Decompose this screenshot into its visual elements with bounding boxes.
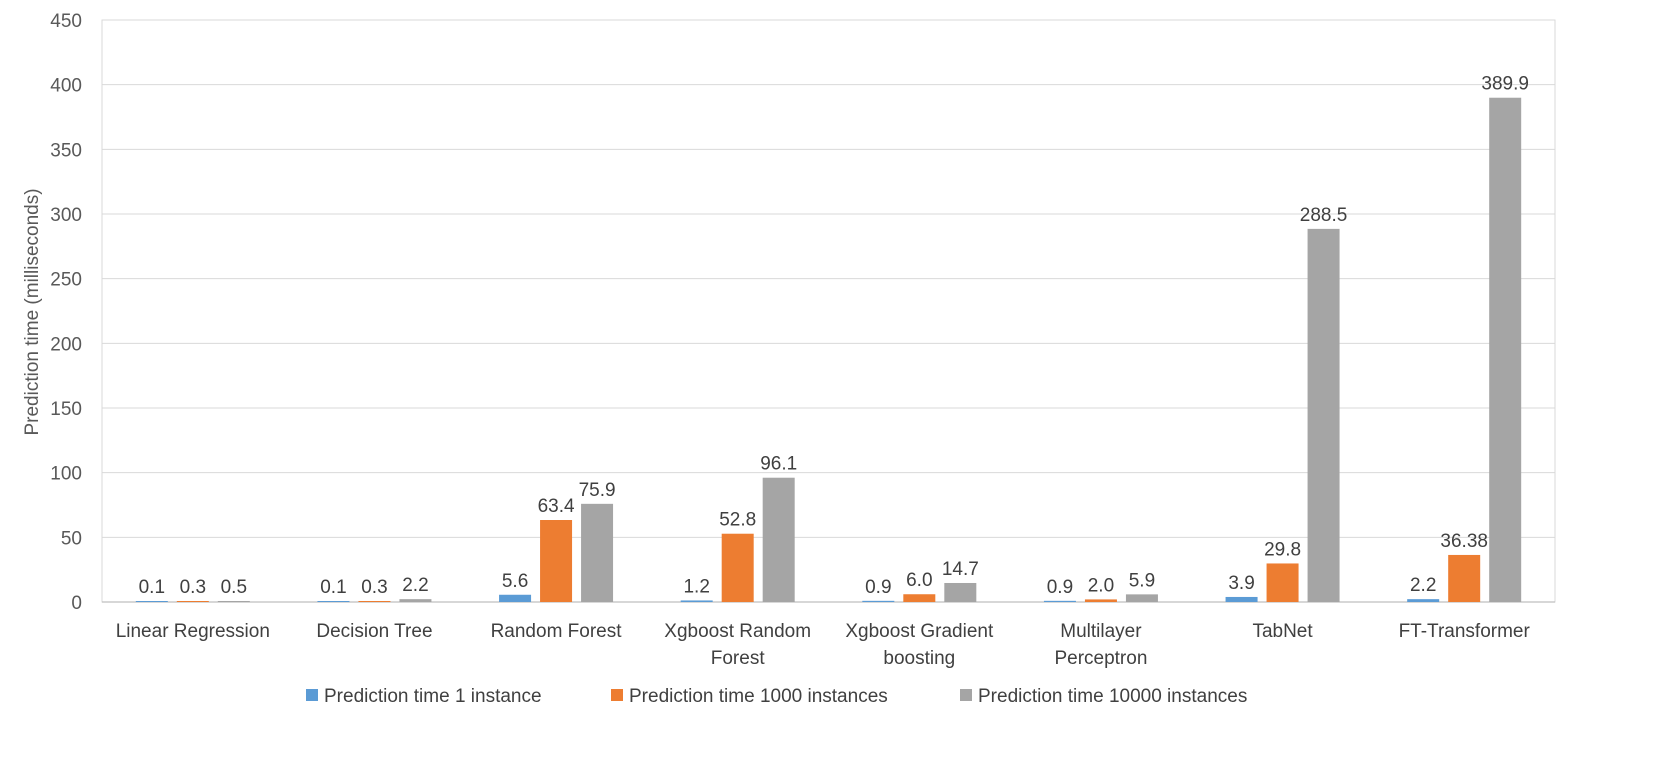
data-label-series1-8: 2.2 — [1410, 575, 1436, 596]
bar-series2-3 — [540, 520, 573, 602]
data-label-series2-1: 0.3 — [180, 577, 206, 598]
bar-series2-1 — [176, 601, 209, 602]
bar-series2-4 — [721, 533, 754, 602]
x-category-line: Xgboost Gradient — [845, 621, 994, 642]
x-category-label: Xgboost Gradient boosting — [845, 621, 994, 669]
bar-series2-8 — [1448, 554, 1481, 602]
bar-series1-6 — [1043, 600, 1076, 602]
data-label-series3-4: 96.1 — [760, 454, 797, 475]
x-category-label: FT-Transformer — [1399, 621, 1531, 642]
bar-series3-1 — [217, 601, 250, 602]
bar-series2-7 — [1266, 563, 1299, 602]
y-tick-label: 0 — [71, 593, 82, 614]
legend-label-series3: Prediction time 10000 instances — [978, 686, 1247, 707]
bar-series1-1 — [135, 601, 168, 602]
x-category-label: Random Forest — [491, 621, 623, 642]
bar-series1-5 — [862, 600, 895, 602]
bar-series2-2 — [358, 601, 391, 602]
bar-series1-3 — [499, 594, 532, 602]
x-category-line: Multilayer — [1060, 621, 1142, 642]
y-tick-label: 450 — [50, 11, 82, 32]
data-label-series3-7: 288.5 — [1300, 205, 1348, 226]
data-label-series2-4: 52.8 — [719, 510, 756, 531]
x-category-line: boosting — [883, 648, 955, 669]
bar-series3-3 — [581, 503, 614, 602]
data-label-series2-2: 0.3 — [361, 577, 387, 598]
bar-series1-2 — [317, 601, 350, 602]
y-tick-label: 400 — [50, 76, 82, 97]
data-label-series3-3: 75.9 — [579, 480, 616, 501]
y-tick-label: 350 — [50, 140, 82, 161]
bar-series3-8 — [1489, 97, 1522, 602]
x-category-line: TabNet — [1252, 621, 1313, 642]
data-label-series2-6: 2.0 — [1088, 575, 1114, 596]
x-category-line: Forest — [711, 648, 766, 669]
data-label-series3-2: 2.2 — [402, 575, 428, 596]
gridlines — [101, 19, 1556, 603]
y-tick-label: 100 — [50, 464, 82, 485]
bar-series2-6 — [1084, 599, 1117, 602]
x-category-label: Decision Tree — [316, 621, 432, 642]
x-category-label: Multilayer Perceptron — [1054, 621, 1147, 669]
y-tick-label: 200 — [50, 334, 82, 355]
data-label-series2-5: 6.0 — [906, 570, 932, 591]
y-tick-label: 250 — [50, 270, 82, 291]
bar-series3-4 — [762, 477, 795, 602]
data-label-series1-7: 3.9 — [1228, 573, 1254, 594]
legend-swatch-series3 — [960, 689, 972, 701]
bar-series1-7 — [1225, 596, 1258, 602]
x-category-line: Random Forest — [491, 621, 623, 642]
data-label-series3-5: 14.7 — [942, 559, 979, 580]
legend-swatch-series2 — [611, 689, 623, 701]
data-label-series1-1: 0.1 — [139, 577, 165, 598]
y-tick-label: 150 — [50, 399, 82, 420]
bar-series2-5 — [903, 594, 936, 602]
y-axis-ticks: 0 50 100 150 200 250 300 350 400 450 — [50, 11, 82, 614]
legend: Prediction time 1 instance Prediction tim… — [306, 686, 1247, 707]
data-label-series3-6: 5.9 — [1129, 570, 1155, 591]
bars — [135, 97, 1522, 602]
x-category-label: Linear Regression — [116, 621, 270, 642]
data-label-series3-1: 0.5 — [221, 577, 247, 598]
x-category-line: Xgboost Random — [664, 621, 811, 642]
y-tick-label: 50 — [61, 528, 82, 549]
bar-series3-6 — [1125, 594, 1158, 602]
legend-swatch-series1 — [306, 689, 318, 701]
data-label-series3-8: 389.9 — [1481, 74, 1529, 95]
data-label-series2-8: 36.38 — [1440, 531, 1488, 552]
legend-label-series2: Prediction time 1000 instances — [629, 686, 888, 707]
data-label-series2-7: 29.8 — [1264, 539, 1301, 560]
bar-series1-8 — [1407, 599, 1440, 602]
bar-series3-5 — [944, 582, 977, 602]
data-label-series1-4: 1.2 — [683, 576, 709, 597]
legend-label-series1: Prediction time 1 instance — [324, 686, 542, 707]
data-label-series1-2: 0.1 — [320, 577, 346, 598]
bar-series1-4 — [680, 600, 713, 602]
x-axis-categories: Linear Regression Decision Tree Random For… — [116, 621, 1531, 669]
x-category-line: Linear Regression — [116, 621, 270, 642]
data-label-series1-6: 0.9 — [1047, 577, 1073, 598]
x-category-label: Xgboost Random Forest — [664, 621, 811, 669]
data-labels: 0.1 0.3 0.5 0.1 0.3 2.2 5.6 63.475.9 1.2 52.8 96.1… — [139, 74, 1529, 598]
bar-series3-2 — [399, 599, 432, 602]
data-label-series2-3: 63.4 — [538, 496, 575, 517]
x-category-line: Decision Tree — [316, 621, 432, 642]
x-category-line: FT-Transformer — [1399, 621, 1531, 642]
y-axis-title: Prediction time (milliseconds) — [22, 188, 43, 435]
data-label-series1-5: 0.9 — [865, 577, 891, 598]
y-tick-label: 300 — [50, 205, 82, 226]
x-category-line: Perceptron — [1054, 648, 1147, 669]
x-category-label: TabNet — [1252, 621, 1313, 642]
bar-series3-7 — [1307, 228, 1340, 602]
data-label-series1-3: 5.6 — [502, 571, 528, 592]
